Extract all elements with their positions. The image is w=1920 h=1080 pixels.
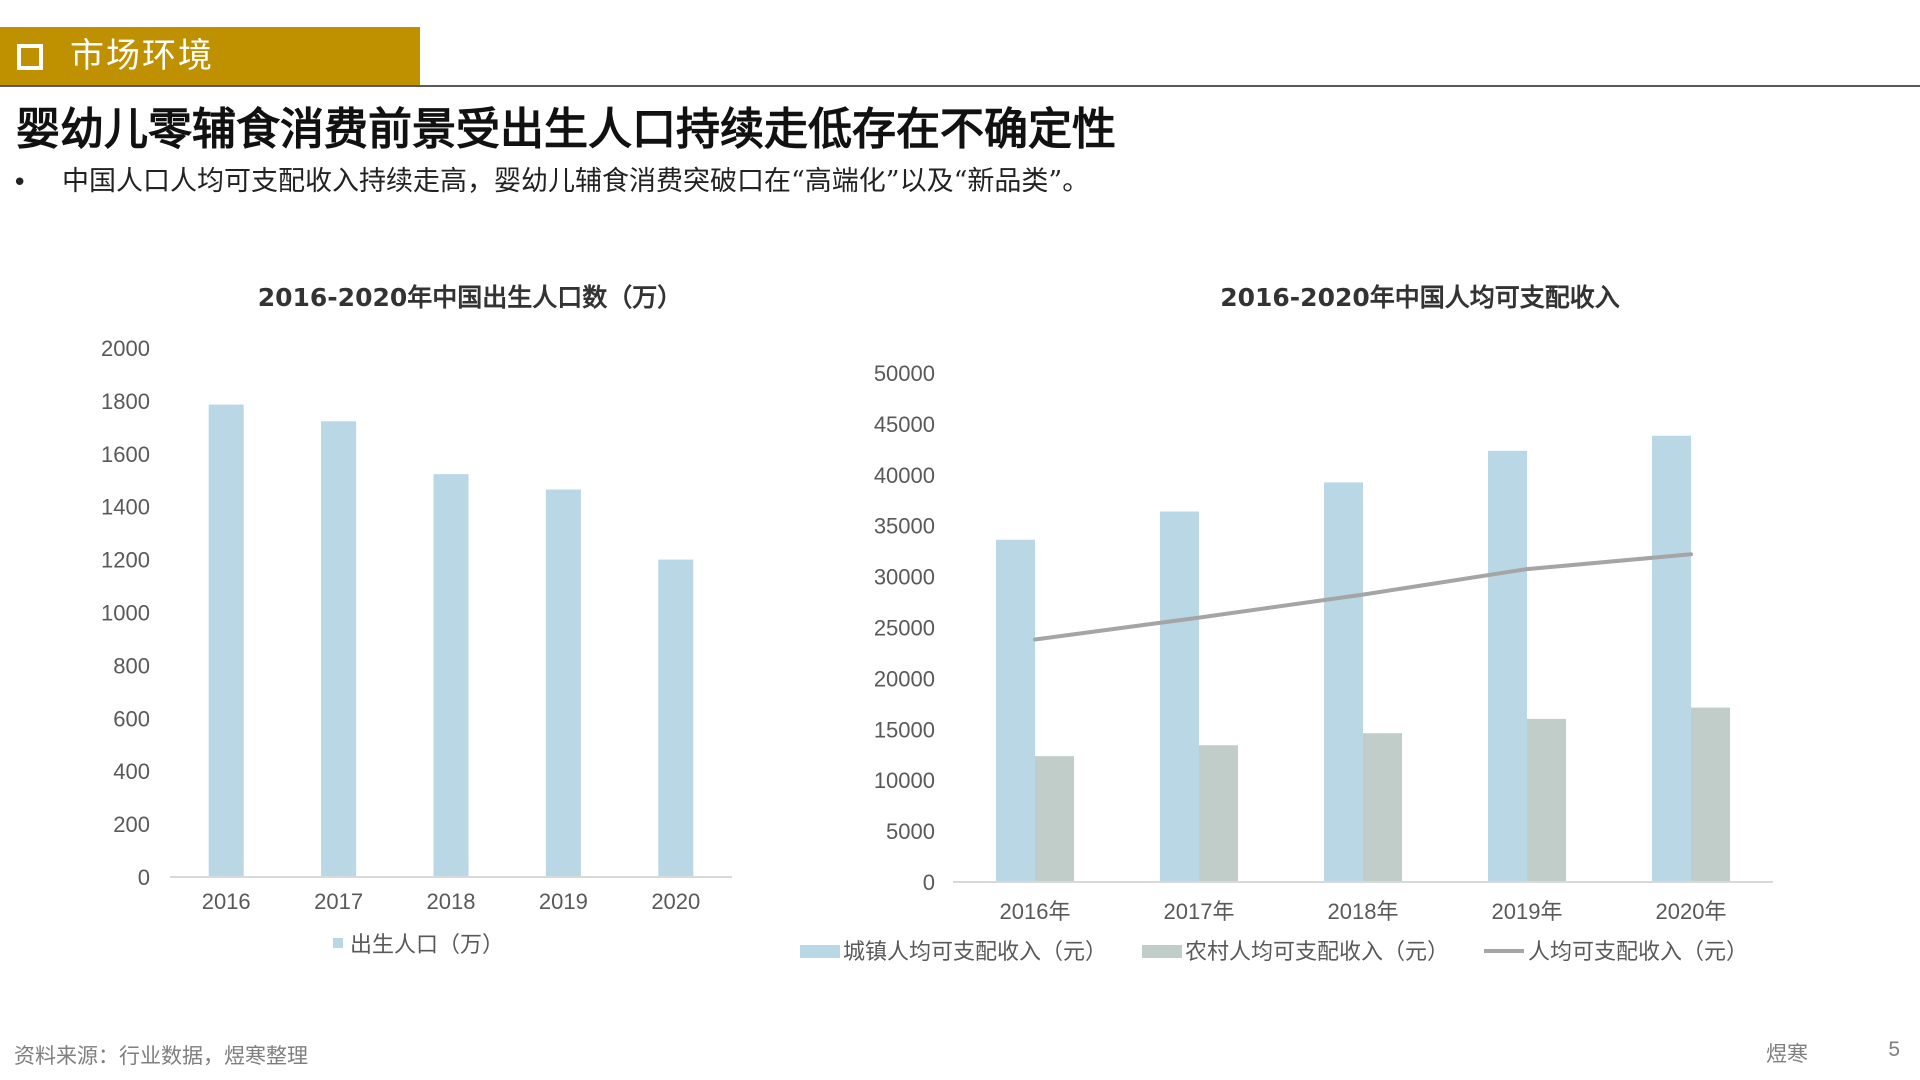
chart2-y-tick-label: 30000 xyxy=(874,565,935,590)
chart2-x-tick-label: 2016年 xyxy=(1000,899,1071,924)
chart2-legend-rural-label: 农村人均可支配收入（元） xyxy=(1185,940,1449,965)
chart1-y-tick-label: 200 xyxy=(113,812,150,837)
section-title: 市场环境 xyxy=(70,36,214,76)
chart2-y-tick-label: 15000 xyxy=(874,717,935,742)
chart2-x-tick-label: 2019年 xyxy=(1492,899,1563,924)
chart1-y-tick-label: 600 xyxy=(113,706,150,731)
chart2-y-tick-label: 35000 xyxy=(874,514,935,539)
chart1-x-tick-label: 2017 xyxy=(314,889,363,914)
chart2-urban-bar xyxy=(1652,435,1691,882)
chart1-x-tick-label: 2016 xyxy=(202,889,251,914)
chart2-legend-urban-swatch xyxy=(800,945,840,958)
chart1-y-tick-label: 800 xyxy=(113,653,150,678)
chart2-rural-bar xyxy=(1035,756,1074,882)
chart2-rural-bar xyxy=(1199,745,1238,882)
chart1-bar xyxy=(658,559,694,877)
square-bullet-icon xyxy=(17,44,43,70)
chart2-y-tick-label: 10000 xyxy=(874,768,935,793)
chart1-y-tick-label: 400 xyxy=(113,759,150,784)
chart2-legend-line-label: 人均可支配收入（元） xyxy=(1528,940,1748,965)
chart2-y-tick-label: 5000 xyxy=(886,819,935,844)
footer-brand: 煜寒 xyxy=(1766,1042,1808,1066)
header-divider xyxy=(0,85,1920,87)
chart2-average-line xyxy=(1033,552,1693,642)
chart1-bar xyxy=(545,489,581,877)
chart2-y-tick-label: 45000 xyxy=(874,412,935,437)
chart1-legend-label: 出生人口（万） xyxy=(350,933,504,958)
chart2-rural-bar xyxy=(1363,733,1402,882)
chart2-y-tick-label: 50000 xyxy=(874,361,935,386)
chart2-y-tick-label: 25000 xyxy=(874,616,935,641)
page-headline: 婴幼儿零辅食消费前景受出生人口持续走低存在不确定性 xyxy=(16,104,1116,155)
chart2-title: 2016-2020年中国人均可支配收入 xyxy=(1220,283,1620,312)
chart2-rural-bar xyxy=(1527,718,1566,882)
chart2-x-tick-label: 2020年 xyxy=(1656,899,1727,924)
chart1-y-tick-label: 0 xyxy=(138,865,150,890)
chart2-legend-urban-label: 城镇人均可支配收入（元） xyxy=(843,940,1107,965)
chart1-legend-swatch xyxy=(333,938,343,948)
chart2-y-tick-label: 0 xyxy=(923,870,935,895)
chart1-bar xyxy=(321,421,357,877)
chart1-y-tick-label: 1600 xyxy=(101,442,150,467)
chart1-y-tick-label: 1800 xyxy=(101,389,150,414)
section-header-bar: 市场环境 xyxy=(0,27,420,85)
chart2-y-tick-label: 20000 xyxy=(874,666,935,691)
chart1-x-tick-label: 2020 xyxy=(651,889,700,914)
chart2-x-tick-label: 2018年 xyxy=(1328,899,1399,924)
footer-source: 资料来源：行业数据，煜寒整理 xyxy=(14,1044,308,1068)
chart2-rural-bar xyxy=(1691,707,1730,882)
page-number: 5 xyxy=(1888,1038,1900,1061)
chart2-urban-bar xyxy=(996,539,1035,882)
chart2-x-tick-label: 2017年 xyxy=(1164,899,1235,924)
chart2-legend-rural-swatch xyxy=(1142,945,1182,958)
chart1-title: 2016-2020年中国出生人口数（万） xyxy=(257,283,683,312)
chart1-bar xyxy=(208,404,244,877)
chart1-y-tick-label: 1400 xyxy=(101,495,150,520)
chart1-x-tick-label: 2018 xyxy=(427,889,476,914)
bullet-text: 中国人口人均可支配收入持续走高，婴幼儿辅食消费突破口在“高端化”以及“新品类”。 xyxy=(62,166,1090,197)
chart1-bar xyxy=(433,474,469,877)
chart2-urban-bar xyxy=(1324,482,1363,882)
chart1-y-tick-label: 1200 xyxy=(101,548,150,573)
bullet-dot-icon: • xyxy=(12,168,28,198)
chart1-y-tick-label: 1000 xyxy=(101,601,150,626)
chart2-y-tick-label: 40000 xyxy=(874,463,935,488)
chart1-x-tick-label: 2019 xyxy=(539,889,588,914)
chart2-urban-bar xyxy=(1160,511,1199,882)
chart1-y-tick-label: 2000 xyxy=(101,336,150,361)
chart2-urban-bar xyxy=(1488,450,1527,882)
